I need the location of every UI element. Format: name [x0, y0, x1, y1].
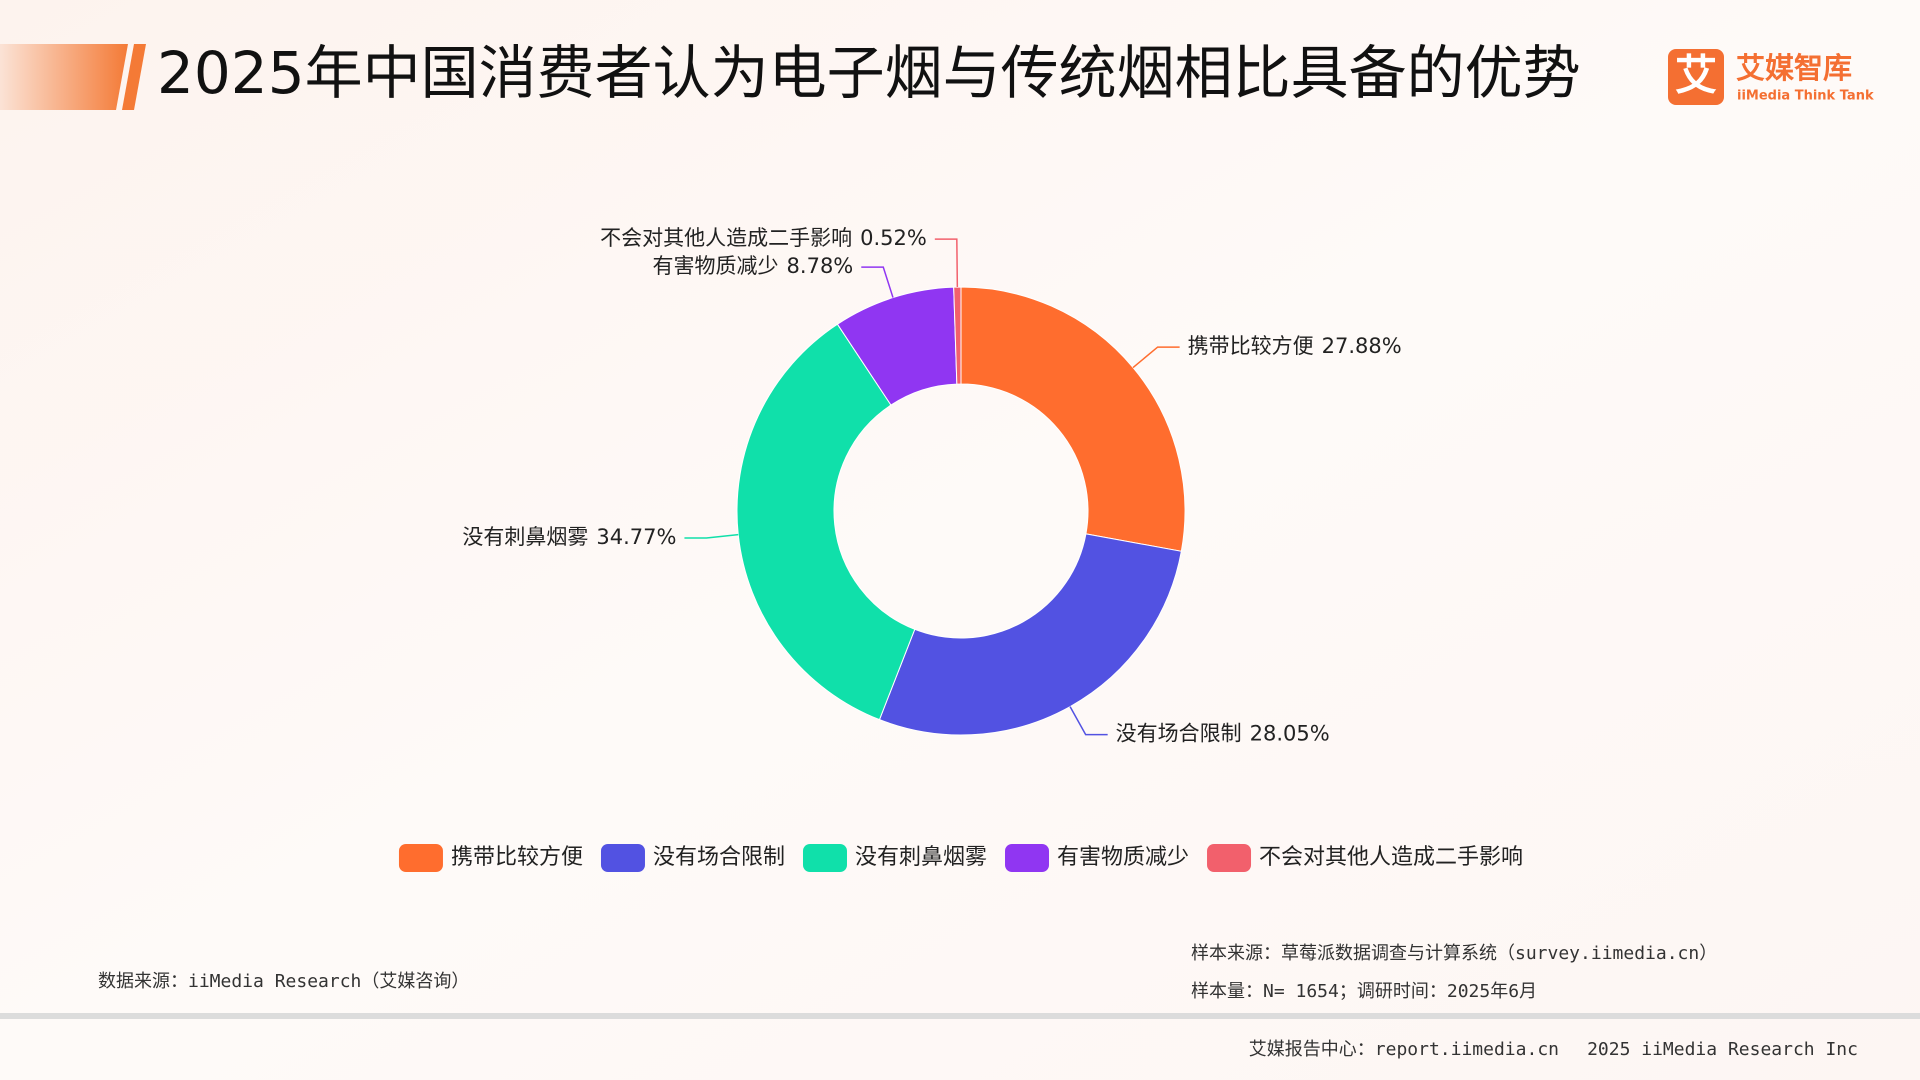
leader-line — [1069, 706, 1108, 736]
data-label-name: 没有场合限制 — [1116, 722, 1242, 746]
logo-icon-text: 艾 — [1675, 51, 1717, 100]
data-label: 没有刺鼻烟雾 34.77% — [462, 525, 676, 549]
legend: 携带比较方便 没有场合限制 没有刺鼻烟雾 有害物质减少 不会对其他人造成二手影响 — [398, 844, 1523, 872]
data-label: 不会对其他人造成二手影响 0.52% — [600, 226, 927, 250]
data-label-value: 28.05% — [1250, 722, 1330, 746]
data-label: 有害物质减少 8.78% — [653, 254, 854, 278]
footer-copyright: 2025 iiMedia Research Inc — [1587, 1039, 1858, 1060]
data-label-name: 没有刺鼻烟雾 — [462, 525, 588, 549]
header-bar — [0, 44, 128, 110]
legend-label: 没有场合限制 — [653, 845, 785, 870]
data-label-value: 8.78% — [787, 254, 854, 278]
data-label: 携带比较方便 27.88% — [1188, 334, 1402, 358]
logo-name: 艾媒智库 — [1736, 51, 1852, 85]
donut-slice — [960, 286, 1186, 552]
logo-subtitle: iiMedia Think Tank — [1737, 89, 1874, 104]
logo-icon — [1668, 49, 1724, 105]
legend-label: 有害物质减少 — [1057, 845, 1189, 870]
sample-size: 样本量：N= 1654；调研时间：2025年6月 — [1191, 981, 1537, 1002]
title: 2025年中国消费者认为电子烟与传统烟相比具备的优势 — [157, 39, 1581, 107]
leader-line — [684, 533, 739, 539]
leader-line — [934, 238, 959, 288]
legend-swatch — [600, 844, 645, 872]
sample-source: 样本来源：草莓派数据调查与计算系统（survey.iimedia.cn） — [1191, 943, 1717, 964]
legend-swatch — [1005, 844, 1050, 872]
donut-slice — [736, 323, 916, 721]
legend-label: 没有刺鼻烟雾 — [855, 845, 987, 870]
header-stripe — [122, 44, 146, 110]
data-label-value: 34.77% — [596, 525, 676, 549]
legend-swatch — [398, 844, 443, 872]
data-label-name: 有害物质减少 — [653, 254, 779, 278]
data-label-name: 携带比较方便 — [1188, 334, 1314, 358]
legend-swatch — [1207, 844, 1252, 872]
legend-label: 不会对其他人造成二手影响 — [1259, 845, 1523, 870]
footer-center: 艾媒报告中心：report.iimedia.cn — [1249, 1039, 1559, 1060]
legend-label: 携带比较方便 — [451, 845, 583, 870]
chart: 携带比较方便 27.88% 没有场合限制 28.05% 没有刺鼻烟雾 34.77% 有害物质… — [398, 226, 1523, 872]
data-label: 没有场合限制 28.05% — [1116, 722, 1330, 746]
data-source: 数据来源：iiMedia Research（艾媒咨询） — [98, 971, 469, 992]
donut-slice — [953, 286, 962, 385]
data-label-name: 不会对其他人造成二手影响 — [600, 226, 852, 250]
footer-rule — [0, 1013, 1920, 1019]
legend-swatch — [802, 844, 847, 872]
data-label-value: 27.88% — [1322, 334, 1402, 358]
donut-slice — [878, 533, 1182, 736]
leader-line — [861, 266, 894, 298]
leader-line — [1132, 346, 1180, 369]
data-label-value: 0.52% — [860, 226, 927, 250]
